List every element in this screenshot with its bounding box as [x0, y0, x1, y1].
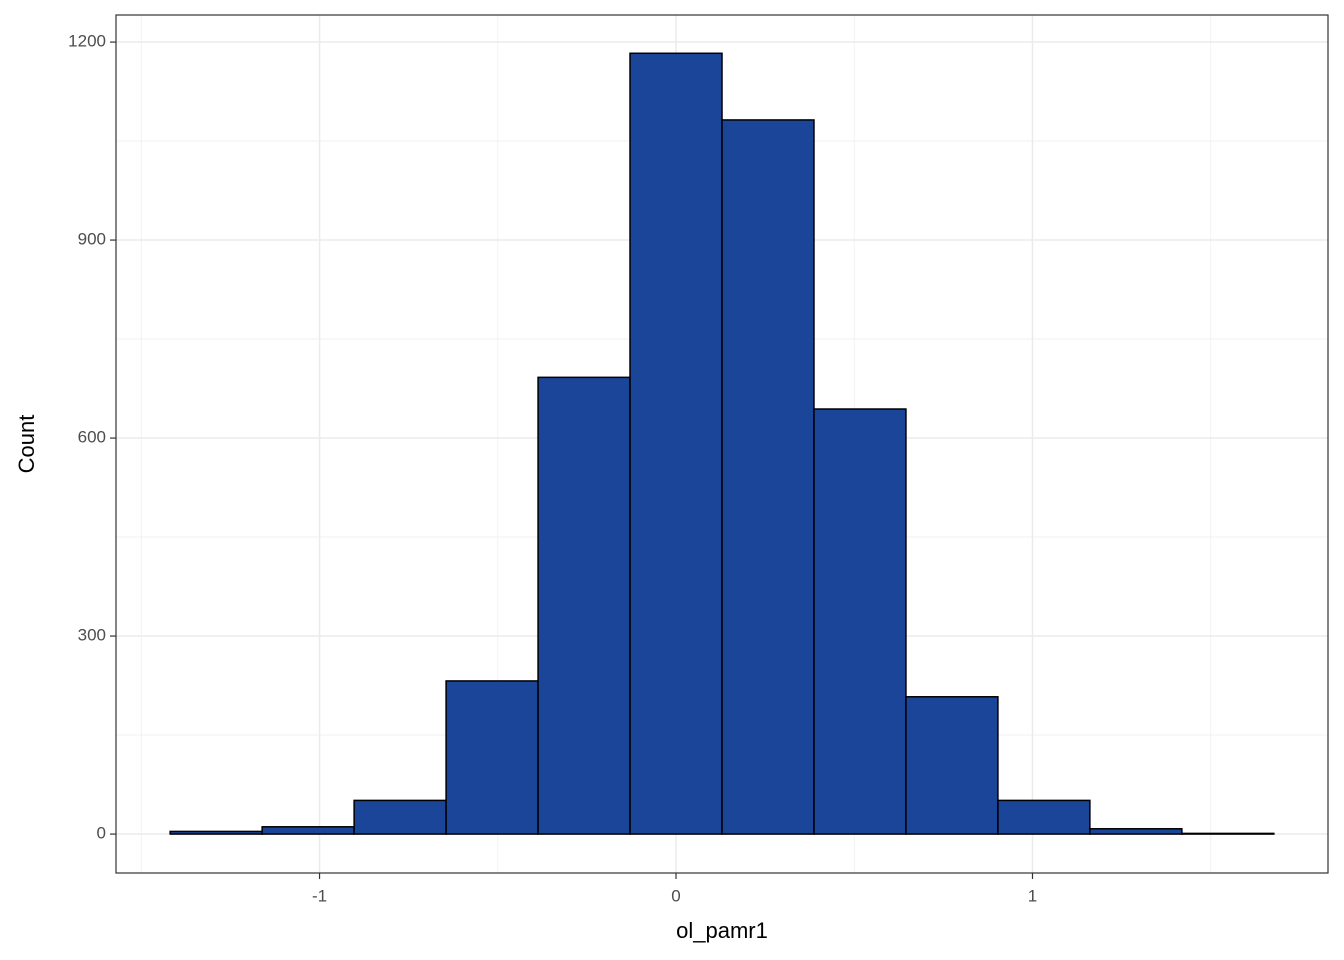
bar [721, 119, 815, 835]
bar [813, 408, 907, 835]
bar [353, 799, 447, 835]
bar [1181, 832, 1275, 835]
y-tick-label: 600 [78, 428, 106, 447]
bar [905, 696, 999, 835]
bar [445, 680, 539, 835]
y-tick-label: 0 [97, 824, 106, 843]
bar [997, 799, 1091, 835]
bar [629, 52, 723, 835]
bar [1089, 828, 1183, 835]
y-tick-label: 300 [78, 626, 106, 645]
y-tick-label: 1200 [68, 32, 106, 51]
panel-border [115, 14, 1329, 874]
y-axis-label: Count [14, 415, 39, 474]
x-axis-label: ol_pamr1 [676, 918, 768, 943]
x-tick-label: 1 [1028, 886, 1037, 905]
x-tick-label: 0 [671, 886, 680, 905]
y-tick-label: 900 [78, 230, 106, 249]
x-tick-label: -1 [312, 886, 327, 905]
bar [537, 376, 631, 835]
bar [169, 830, 263, 835]
bar [261, 826, 355, 835]
